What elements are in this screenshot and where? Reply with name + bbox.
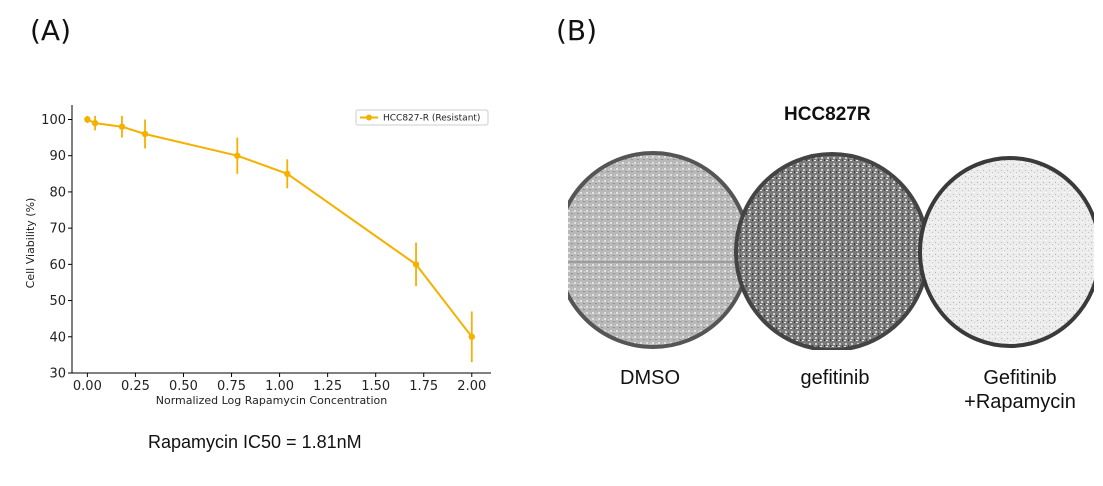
colony-plates-image [568,151,1094,350]
x-axis-title: Normalized Log Rapamycin Concentration [156,394,388,407]
ic50-caption: Rapamycin IC50 = 1.81nM [148,432,362,452]
y-tick-label: 100 [41,113,66,128]
legend-label: HCC827-R (Resistant) [383,114,480,124]
data-point [84,116,91,123]
x-tick-label: 1.00 [265,379,294,394]
y-tick-label: 90 [49,149,66,164]
y-axis-title: Cell Viability (%) [24,198,37,289]
dish-label-line: DMSO [620,367,680,389]
y-tick-label: 40 [49,330,66,345]
y-tick-label: 80 [49,185,66,200]
dish-label-line: Gefitinib [983,367,1057,389]
x-tick-label: 0.75 [217,379,246,394]
x-tick-label: 1.25 [313,379,342,394]
series-line [86,118,473,338]
dish-label-line-2: +Rapamycin [964,391,1076,413]
y-tick-label: 30 [49,367,66,382]
data-point [141,130,149,138]
x-tick-label: 1.75 [409,379,438,394]
x-tick-label: 0.00 [73,379,102,394]
plate-gefitinib-rapamycin [918,156,1094,348]
legend-box [355,109,489,126]
data-point [412,261,420,268]
chart-ticks: 0.00 0.25 0.50 0.75 1.00 1.25 1.50 1.75 2.00 30 40… [41,113,486,394]
y-tick-label: 70 [49,222,66,237]
plate-gefitinib [734,152,930,350]
panel-b-title: HCC827R [784,104,871,125]
chart-axes [71,105,491,374]
data-point [468,333,475,340]
x-tick-label: 2.00 [457,379,486,394]
viability-chart: 0.00 0.25 0.50 0.75 1.00 1.25 1.50 1.75 2.00 30 40… [24,105,491,407]
dish-label-dmso: DMSO [590,366,710,390]
x-tick-label: 0.25 [121,379,150,394]
data-point [234,152,241,159]
plate-dmso [568,151,751,349]
dish-label-gefitinib: gefitinib [765,366,905,390]
panel-label-a: (A) [30,14,72,47]
y-tick-label: 50 [49,294,66,309]
chart-legend: HCC827-R (Resistant) [355,109,489,126]
dish-label-line: gefitinib [800,367,870,389]
x-tick-label: 1.50 [361,379,390,394]
data-point [91,119,99,127]
x-tick-label: 0.50 [169,379,198,394]
data-point [284,170,291,178]
dish-label-combo: Gefitinib +Rapamycin [940,366,1100,414]
y-tick-label: 60 [49,258,66,273]
panel-label-b: (B) [556,14,598,47]
data-point [118,123,126,130]
legend-marker [366,114,372,121]
chart-series [84,115,475,363]
